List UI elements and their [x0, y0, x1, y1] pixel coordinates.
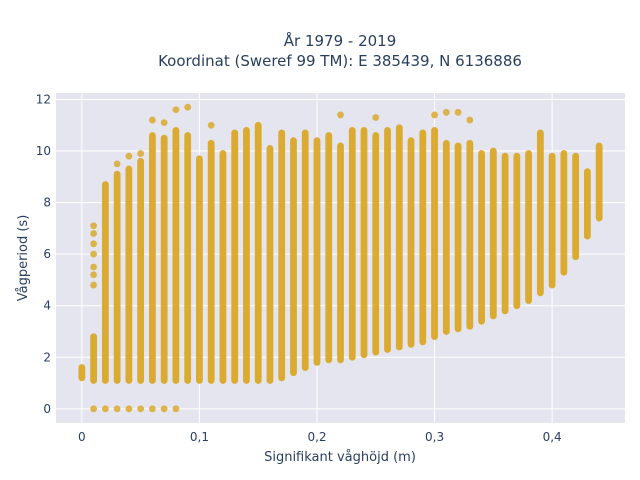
data-point: [125, 405, 133, 413]
x-tick-labels: 0 0,1 0,2 0,3 0,4: [78, 430, 562, 444]
data-point: [207, 121, 215, 129]
data-point: [160, 119, 168, 127]
data-point: [90, 250, 98, 258]
y-tick-label: 6: [43, 247, 51, 261]
data-point-band: [536, 129, 544, 297]
x-tick-label: 0: [78, 430, 86, 444]
data-point: [90, 263, 98, 271]
data-point-band: [419, 129, 427, 346]
data-point-band: [90, 333, 98, 384]
data-point: [90, 281, 98, 289]
data-point: [160, 405, 168, 413]
data-point: [172, 106, 180, 114]
data-point-band: [325, 132, 333, 364]
data-points: [78, 103, 603, 413]
chart-subtitle: Koordinat (Sweref 99 TM): E 385439, N 61…: [158, 52, 522, 70]
data-point-band: [172, 126, 180, 384]
y-tick-labels: 0 2 4 6 8 10 12: [36, 92, 51, 415]
data-point: [125, 152, 133, 160]
data-point-band: [243, 126, 250, 384]
data-point-band: [525, 150, 532, 304]
data-point: [90, 230, 98, 237]
data-point-band: [548, 152, 556, 289]
data-point: [149, 116, 156, 124]
data-point-band: [513, 152, 521, 310]
data-point-band: [207, 139, 215, 384]
data-point-band: [337, 142, 344, 364]
y-tick-label: 12: [36, 92, 51, 106]
y-tick-label: 0: [43, 402, 51, 416]
data-point-band: [149, 132, 156, 384]
data-point: [372, 114, 380, 121]
data-point-band: [266, 145, 274, 384]
x-tick-label: 0,3: [425, 430, 444, 444]
data-point: [101, 405, 109, 413]
data-point-band: [78, 364, 86, 382]
data-point-band: [583, 168, 591, 240]
x-tick-label: 0,4: [543, 430, 562, 444]
data-point-band: [219, 150, 227, 384]
data-point-band: [595, 142, 603, 222]
data-point-band: [384, 126, 391, 353]
data-point-band: [372, 132, 380, 356]
data-point-band: [137, 157, 145, 384]
data-point: [90, 240, 98, 248]
data-point: [466, 116, 474, 124]
data-point-band: [360, 126, 368, 359]
data-point: [90, 405, 98, 413]
data-point-band: [278, 129, 286, 382]
y-tick-label: 8: [43, 196, 51, 210]
data-point-band: [254, 121, 262, 384]
data-point-band: [407, 137, 415, 348]
data-point-band: [442, 139, 450, 335]
data-point: [137, 150, 145, 157]
data-point-band: [431, 126, 438, 341]
y-axis-title: Vågperiod (s): [16, 215, 31, 302]
data-point: [337, 111, 344, 119]
data-point: [454, 108, 462, 116]
data-point-band: [489, 147, 497, 320]
data-point-band: [466, 139, 474, 330]
data-point-band: [572, 152, 580, 261]
data-point-band: [196, 155, 203, 384]
x-tick-label: 0,1: [190, 430, 209, 444]
data-point-band: [125, 165, 133, 384]
data-point-band: [101, 181, 109, 384]
data-point-band: [301, 129, 309, 371]
x-tick-label: 0,2: [307, 430, 326, 444]
data-point-band: [501, 152, 509, 315]
data-point-band: [560, 150, 568, 276]
data-point: [113, 160, 121, 168]
data-point-band: [290, 137, 297, 377]
y-tick-label: 2: [43, 350, 51, 364]
data-point: [184, 103, 192, 111]
data-point: [172, 405, 180, 413]
data-point-band: [313, 137, 321, 366]
data-point: [149, 405, 156, 413]
data-point-band: [478, 150, 485, 325]
data-point-band: [184, 132, 192, 384]
data-point: [113, 405, 121, 413]
data-point-band: [454, 142, 462, 333]
data-point-band: [395, 124, 403, 351]
data-point: [90, 222, 98, 230]
y-tick-label: 10: [36, 144, 51, 158]
x-axis-title: Signifikant våghöjd (m): [264, 450, 416, 465]
data-point-band: [231, 129, 239, 384]
data-point: [90, 271, 98, 279]
data-point-band: [113, 170, 121, 384]
data-point-band: [348, 126, 356, 361]
data-point-band: [160, 134, 168, 384]
data-point: [431, 111, 438, 119]
data-point: [137, 405, 145, 413]
y-tick-label: 4: [43, 299, 51, 313]
chart-title: År 1979 - 2019: [284, 31, 397, 50]
data-point: [442, 108, 450, 116]
